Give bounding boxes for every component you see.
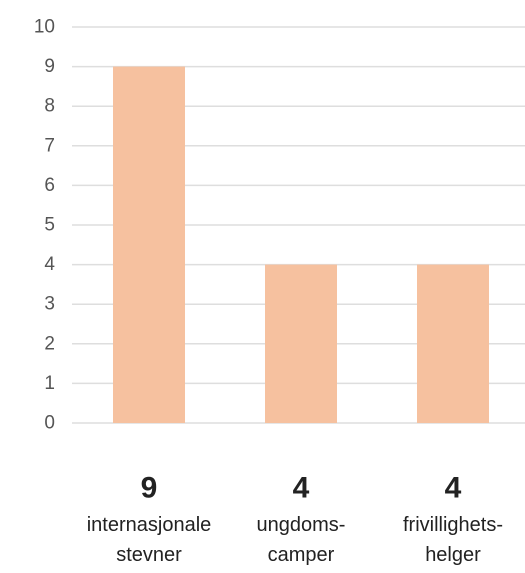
value-label-1: 4 (293, 472, 310, 505)
value-labels: 9 4 4 (141, 472, 462, 505)
y-tick-label-4: 4 (44, 254, 55, 275)
y-tick-label-8: 8 (44, 96, 55, 117)
y-tick-label-3: 3 (44, 294, 55, 315)
bar-0 (113, 66, 185, 423)
y-tick-label-2: 2 (44, 333, 55, 354)
bars (113, 66, 489, 423)
category-label-1-line-1: camper (268, 544, 335, 566)
category-label-0-line-0: internasjonale (87, 514, 212, 536)
y-tick-label-6: 6 (44, 175, 55, 196)
y-tick-label-7: 7 (44, 135, 55, 156)
category-labels: internasjonale stevner ungdoms-camper frivi… (87, 514, 503, 566)
category-label-0-line-1: stevner (116, 544, 182, 566)
y-tick-label-10: 10 (34, 17, 55, 38)
category-label-2-line-1: helger (425, 544, 481, 566)
y-tick-label-1: 1 (44, 373, 55, 394)
bar-2 (417, 264, 489, 423)
category-label-2-line-0: frivillighets- (403, 514, 503, 536)
value-label-0: 9 (141, 472, 158, 505)
y-tick-label-5: 5 (44, 215, 55, 236)
bar-1 (265, 264, 337, 423)
category-label-1-line-0: ungdoms- (257, 514, 346, 536)
y-tick-label-0: 0 (44, 413, 55, 434)
y-tick-label-9: 9 (44, 56, 55, 77)
y-axis-tick-labels: 0 1 2 3 4 5 6 7 8 9 10 (34, 17, 56, 434)
value-label-2: 4 (445, 472, 462, 505)
